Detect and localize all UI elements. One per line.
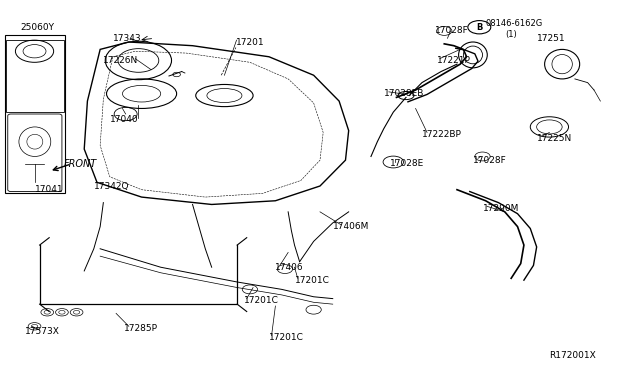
Text: 17040: 17040 — [109, 115, 138, 124]
Text: 17285P: 17285P — [124, 324, 158, 333]
Text: 08146-6162G: 08146-6162G — [486, 19, 543, 28]
Text: (1): (1) — [505, 30, 516, 39]
Text: 17028F: 17028F — [473, 155, 507, 165]
Text: 17573X: 17573X — [25, 327, 60, 336]
Text: 17028E: 17028E — [390, 159, 424, 169]
Text: FRONT: FRONT — [64, 159, 97, 169]
Text: 17406: 17406 — [275, 263, 304, 272]
Text: 17201: 17201 — [236, 38, 264, 46]
Text: 25060Y: 25060Y — [20, 23, 54, 32]
Text: 17251: 17251 — [537, 34, 565, 43]
Text: 17290M: 17290M — [483, 203, 519, 213]
Text: 17201C: 17201C — [269, 333, 304, 342]
Text: 17226N: 17226N — [103, 56, 139, 65]
Text: B: B — [476, 23, 483, 32]
Text: 17221P: 17221P — [436, 56, 470, 65]
Bar — [6, 40, 64, 112]
Circle shape — [468, 20, 491, 34]
Text: R172001X: R172001X — [549, 351, 596, 360]
Text: 17028EB: 17028EB — [384, 89, 424, 98]
Text: 17201C: 17201C — [244, 296, 278, 305]
Text: 17201C: 17201C — [294, 276, 330, 285]
Text: 17225N: 17225N — [537, 134, 572, 142]
Text: 17406M: 17406M — [333, 222, 369, 231]
Text: 17342Q: 17342Q — [94, 182, 129, 190]
Text: 17222BP: 17222BP — [422, 130, 462, 139]
Text: 17041: 17041 — [35, 185, 64, 194]
Text: 17343: 17343 — [113, 34, 141, 43]
Bar — [4, 35, 65, 193]
Text: 17028F: 17028F — [435, 26, 468, 35]
